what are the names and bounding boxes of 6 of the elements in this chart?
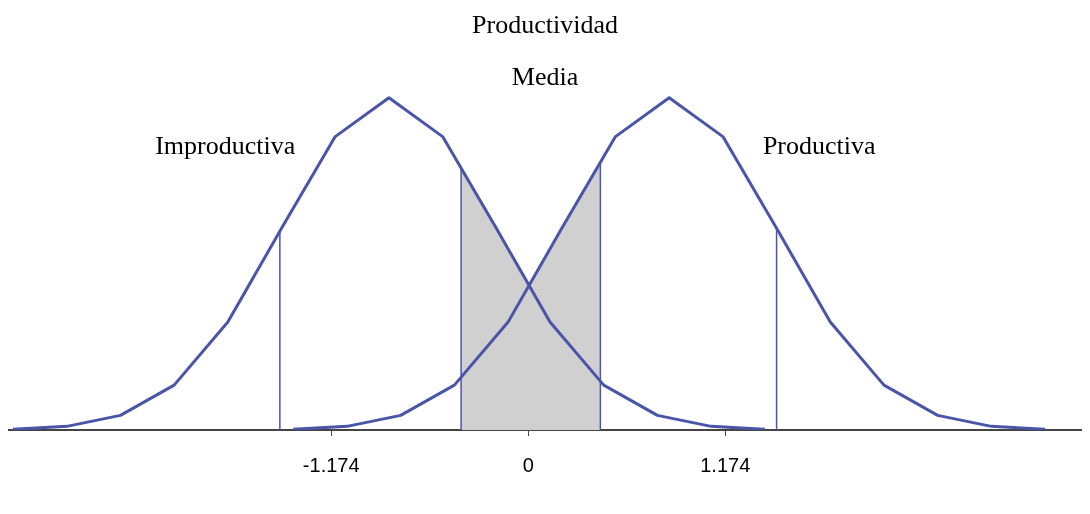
series-label: Productiva [762,131,876,161]
x-tick-label: 0 [522,453,534,476]
x-tick-label: -1.174 [302,453,360,476]
text: Productividad Media [472,9,618,91]
series-label: Improductiva [155,131,296,161]
x-tick-label: 1.174 [700,453,751,476]
